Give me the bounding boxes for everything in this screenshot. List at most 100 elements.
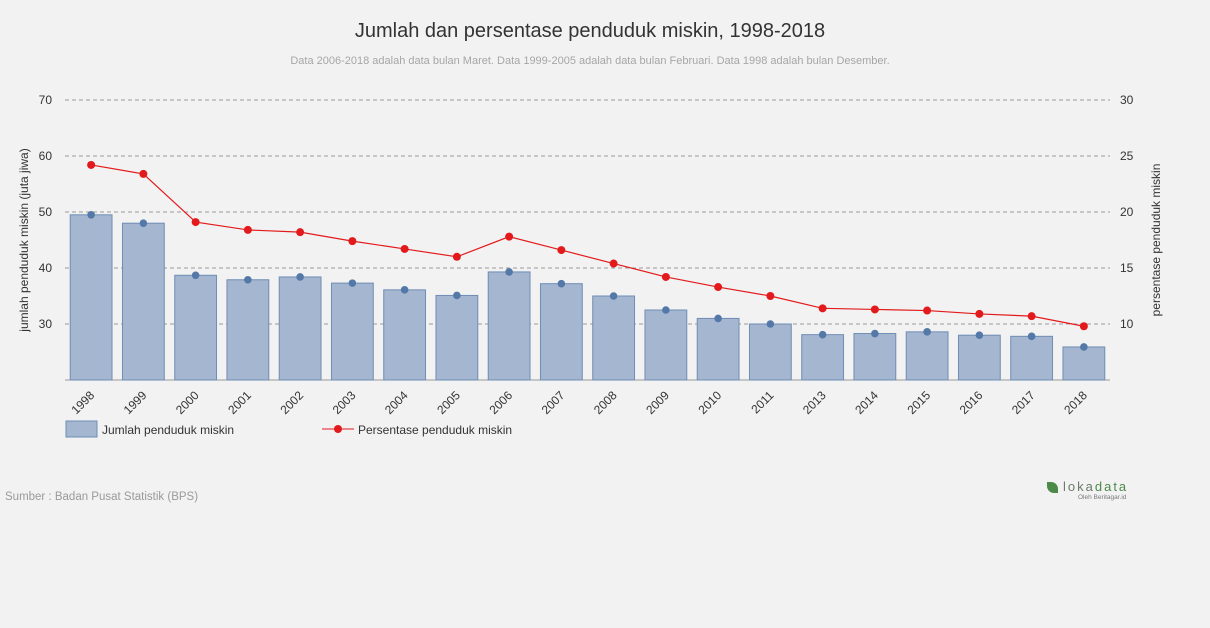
bar [1062,346,1106,381]
legend-bar-label: Jumlah penduduk miskin [102,423,234,437]
line-point [296,228,305,237]
y-right-ticks: 10 15 20 25 30 [1120,93,1134,331]
chart-subtitle: Data 2006-2018 adalah data bulan Maret. … [290,55,890,67]
x-tick-label: 1998 [68,388,97,417]
bar-point [818,330,827,339]
bar-point [244,275,252,284]
bar [853,333,897,381]
line-series [87,160,1088,331]
source-note: Sumber : Badan Pusat Statistik (BPS) [5,491,199,503]
line-point [348,237,357,246]
x-tick-label: 2002 [277,388,306,417]
x-tick-label: 1999 [121,388,150,417]
bar [174,274,218,381]
leaf-icon [1047,482,1058,493]
line-point [557,246,566,255]
y-left-tick-label: 30 [39,317,53,331]
bar [644,309,688,381]
bar [801,334,845,381]
y-right-tick-label: 15 [1120,261,1134,275]
line-point [505,232,514,241]
bar-point [766,320,775,328]
bar-series [69,214,1106,381]
y-left-axis-title: jumlah penduduk miskin (juta jiwa) [17,148,31,332]
bar [957,334,1001,381]
bar-point [662,306,670,314]
bar [435,294,479,381]
bar-point [557,279,566,288]
bar [696,317,740,381]
line-point [191,218,200,227]
line-point [975,309,984,318]
line-point [818,304,827,313]
legend: Jumlah penduduk miskin Persentase pendud… [65,420,512,438]
line-point [400,244,409,253]
y-left-tick-label: 40 [39,261,53,275]
bar-dots [87,211,1088,351]
x-tick-label: 2005 [434,388,463,417]
x-tick-label: 2009 [643,388,672,417]
bar-point [453,291,461,300]
combo-chart: 30 40 50 60 70 10 15 20 25 30 1998 1999 2000 2001 20… [17,93,1163,438]
x-axis-ticks: 1998 1999 2000 2001 2002 2003 2004 2005 2006 2007… [68,388,1090,417]
bar [905,331,949,381]
x-tick-label: 2015 [904,388,933,417]
line-point [870,305,879,314]
line-point [766,292,775,300]
bar [69,214,113,381]
x-tick-label: 2017 [1009,388,1038,417]
bar-point [400,286,409,294]
line-point [609,259,618,268]
x-tick-label: 2001 [225,388,254,417]
line-point [1079,322,1088,331]
legend-bar-swatch [65,420,98,438]
y-right-tick-label: 10 [1120,317,1134,331]
brand-byline: Oleh Beritagar.id [1078,494,1127,501]
y-left-tick-label: 60 [39,149,53,163]
x-tick-label: 2011 [748,388,776,416]
x-tick-label: 2014 [852,388,881,417]
y-left-tick-label: 50 [39,205,53,219]
x-tick-label: 2003 [330,388,359,417]
x-tick-label: 2000 [173,388,202,417]
y-right-tick-label: 30 [1120,93,1134,107]
line-point [923,306,932,315]
bar [487,271,531,381]
x-tick-label: 2008 [591,388,620,417]
bar-point [505,268,513,276]
grid-lines [65,99,1110,381]
bar-point [296,273,304,281]
y-right-axis-title: persentase penduduk miskin [1149,164,1163,317]
bar-point [87,211,95,219]
bar [330,282,374,381]
bar-point [348,279,357,287]
line-point [243,225,252,234]
x-tick-label: 2004 [382,388,411,417]
bar-point [139,219,148,227]
bar-point [871,329,879,338]
brand-logo[interactable]: lokadata Oleh Beritagar.id [1046,479,1136,504]
legend-line-label: Persentase penduduk miskin [358,423,512,437]
bar-point [191,271,200,280]
bar [748,323,792,381]
bar-point [609,292,618,300]
line-point [661,272,670,281]
y-right-tick-label: 20 [1120,205,1134,219]
bar-point [1080,343,1088,351]
bar [383,289,427,381]
percentage-line [91,164,1084,327]
line-point [714,283,723,292]
x-tick-label: 2006 [486,388,515,417]
y-left-tick-label: 70 [39,93,53,107]
bar-point [975,331,984,340]
x-tick-label: 2007 [539,388,568,417]
x-tick-label: 2016 [957,388,986,417]
line-point [1027,312,1036,321]
x-tick-label: 2013 [800,388,829,417]
line-point [139,169,148,178]
brand-wordmark: lokadata [1063,479,1129,494]
bar [539,283,583,381]
bar [121,222,165,381]
bar [278,276,322,381]
x-tick-label: 2010 [695,388,724,417]
